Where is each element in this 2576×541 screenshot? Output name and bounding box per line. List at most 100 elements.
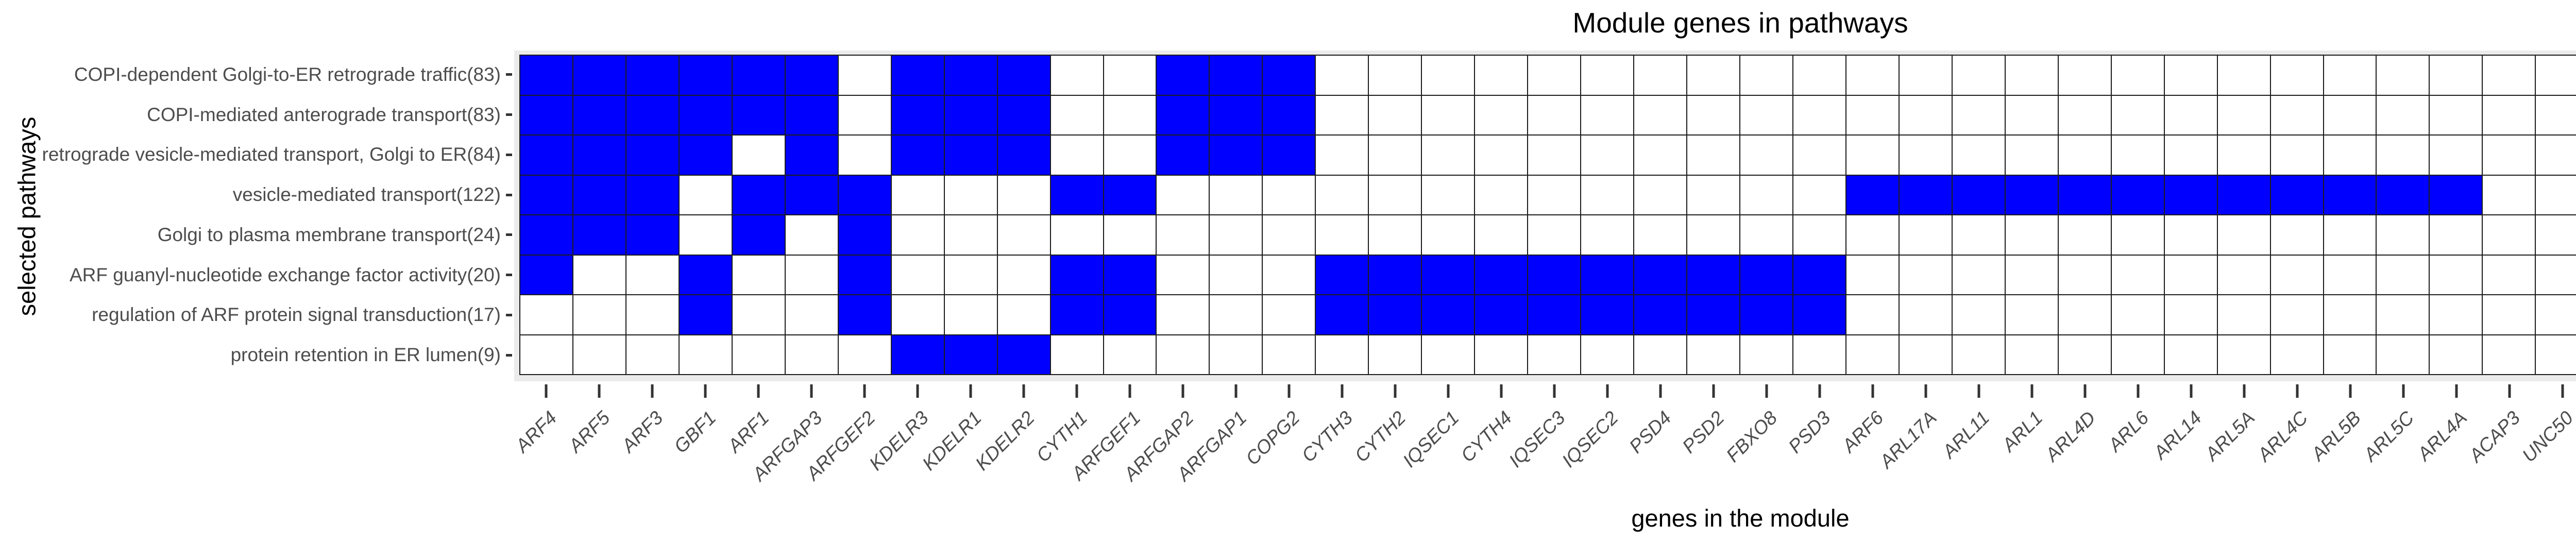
heatmap-cell — [2430, 295, 2483, 335]
gene-label-slot: ARL11 — [1938, 405, 2005, 498]
heatmap-cell — [520, 255, 573, 295]
heatmap-cell — [1050, 255, 1104, 295]
heatmap-cell — [1210, 335, 1263, 375]
x-tick-slot — [1209, 384, 1262, 399]
heatmap-cell — [626, 255, 680, 295]
heatmap-cell — [1157, 136, 1210, 176]
x-tick-slot — [1687, 384, 1740, 399]
heatmap-cell — [679, 295, 733, 335]
heatmap-cell — [2005, 215, 2059, 256]
heatmap-cell — [1104, 295, 1157, 335]
heatmap-cell — [1475, 95, 1529, 136]
heatmap-cell — [1475, 175, 1529, 215]
heatmap-cell — [838, 175, 892, 215]
heatmap-cell — [1475, 215, 1529, 256]
heatmap-cell — [1793, 215, 1846, 256]
pathway-label-row: COPI-dependent Golgi-to-ER retrograde tr… — [0, 55, 514, 95]
heatmap-cell — [2324, 136, 2377, 176]
heatmap-cell — [1581, 175, 1635, 215]
x-tick — [1977, 384, 1980, 398]
heatmap-cell — [2111, 95, 2165, 136]
heatmap-cell — [2483, 215, 2536, 256]
heatmap-cell — [1740, 295, 1793, 335]
heatmap-cell — [1793, 136, 1846, 176]
heatmap-cell — [1687, 255, 1740, 295]
x-tick — [1022, 384, 1025, 398]
heatmap-cell — [1369, 215, 1422, 256]
heatmap-cell — [891, 215, 945, 256]
heatmap-cell — [573, 215, 626, 256]
heatmap-cell — [1210, 255, 1263, 295]
heatmap-cell — [1050, 95, 1104, 136]
heatmap-cell — [1634, 95, 1688, 136]
heatmap-cell — [891, 56, 945, 96]
gene-label: ARF4 — [511, 407, 561, 457]
heatmap-cell — [1316, 335, 1369, 375]
x-tick — [2243, 384, 2245, 398]
x-tick-slot — [2005, 384, 2058, 399]
y-tick — [506, 353, 512, 357]
heatmap-cell — [1104, 95, 1157, 136]
heatmap-cell — [732, 56, 786, 96]
x-tick-slot — [2111, 384, 2164, 399]
x-tick — [1712, 384, 1715, 398]
heatmap-cell — [626, 136, 680, 176]
heatmap-cell — [785, 295, 839, 335]
heatmap-cell — [1369, 295, 1422, 335]
x-tick — [2561, 384, 2564, 398]
heatmap-cell — [2164, 335, 2218, 375]
heatmap-cell — [2324, 56, 2377, 96]
x-axis-labels: ARF4 ARF5 ARF3 GBF1 ARF1 ARFGAP3 ARFGEF2 KDELR3… — [512, 405, 2576, 498]
heatmap-cell — [1952, 175, 2006, 215]
x-tick — [2190, 384, 2192, 398]
heatmap-cell — [1846, 95, 1900, 136]
gene-label-slot: PSD3 — [1784, 405, 1846, 498]
x-tick — [1818, 384, 1821, 398]
heatmap-cell — [1846, 136, 1900, 176]
heatmap-cell — [520, 335, 573, 375]
heatmap-cell — [1157, 295, 1210, 335]
heatmap-cell — [1422, 136, 1476, 176]
x-tick — [1500, 384, 1502, 398]
pathway-label: COPI-dependent Golgi-to-ER retrograde tr… — [74, 63, 501, 85]
heatmap-cell — [1740, 136, 1793, 176]
heatmap-cell — [2430, 255, 2483, 295]
heatmap-cell — [1634, 215, 1688, 256]
heatmap-cell — [2164, 215, 2218, 256]
heatmap-cell — [1422, 95, 1476, 136]
x-tick-slot — [838, 384, 891, 399]
heatmap-cell — [1581, 215, 1635, 256]
x-tick-slot — [891, 384, 944, 399]
x-tick-slot — [2377, 384, 2430, 399]
heatmap-cell — [2111, 295, 2165, 335]
heatmap-cell — [785, 255, 839, 295]
heatmap-cell — [2164, 95, 2218, 136]
heatmap-cell — [1369, 56, 1422, 96]
heatmap-cell — [891, 136, 945, 176]
heatmap-cell — [2217, 255, 2271, 295]
heatmap-cell — [1104, 175, 1157, 215]
heatmap-cell — [1157, 255, 1210, 295]
x-tick — [1287, 384, 1290, 398]
heatmap-cell — [573, 56, 626, 96]
y-tick — [506, 153, 512, 156]
heatmap-cell — [1634, 175, 1688, 215]
heatmap-cell — [2058, 255, 2112, 295]
pathway-label: protein retention in ER lumen(9) — [230, 344, 501, 366]
x-axis-title: genes in the module — [1631, 504, 1850, 532]
heatmap-cell — [2270, 56, 2324, 96]
heatmap-cell — [2377, 136, 2430, 176]
heatmap-cell — [573, 255, 626, 295]
heatmap-cell — [1104, 335, 1157, 375]
pathway-label: COPI-mediated anterograde transport(83) — [147, 104, 501, 125]
pathway-label: Golgi to plasma membrane transport(24) — [157, 224, 501, 245]
heatmap-cell — [573, 95, 626, 136]
heatmap-cell — [944, 136, 998, 176]
heatmap-cell — [520, 56, 573, 96]
x-tick — [2083, 384, 2086, 398]
heatmap-cell — [2270, 335, 2324, 375]
heatmap-cell — [1899, 136, 1953, 176]
pathway-label-row: vesicle-mediated transport(122) — [0, 175, 514, 215]
y-tick — [506, 233, 512, 236]
x-ticks — [519, 384, 2576, 399]
